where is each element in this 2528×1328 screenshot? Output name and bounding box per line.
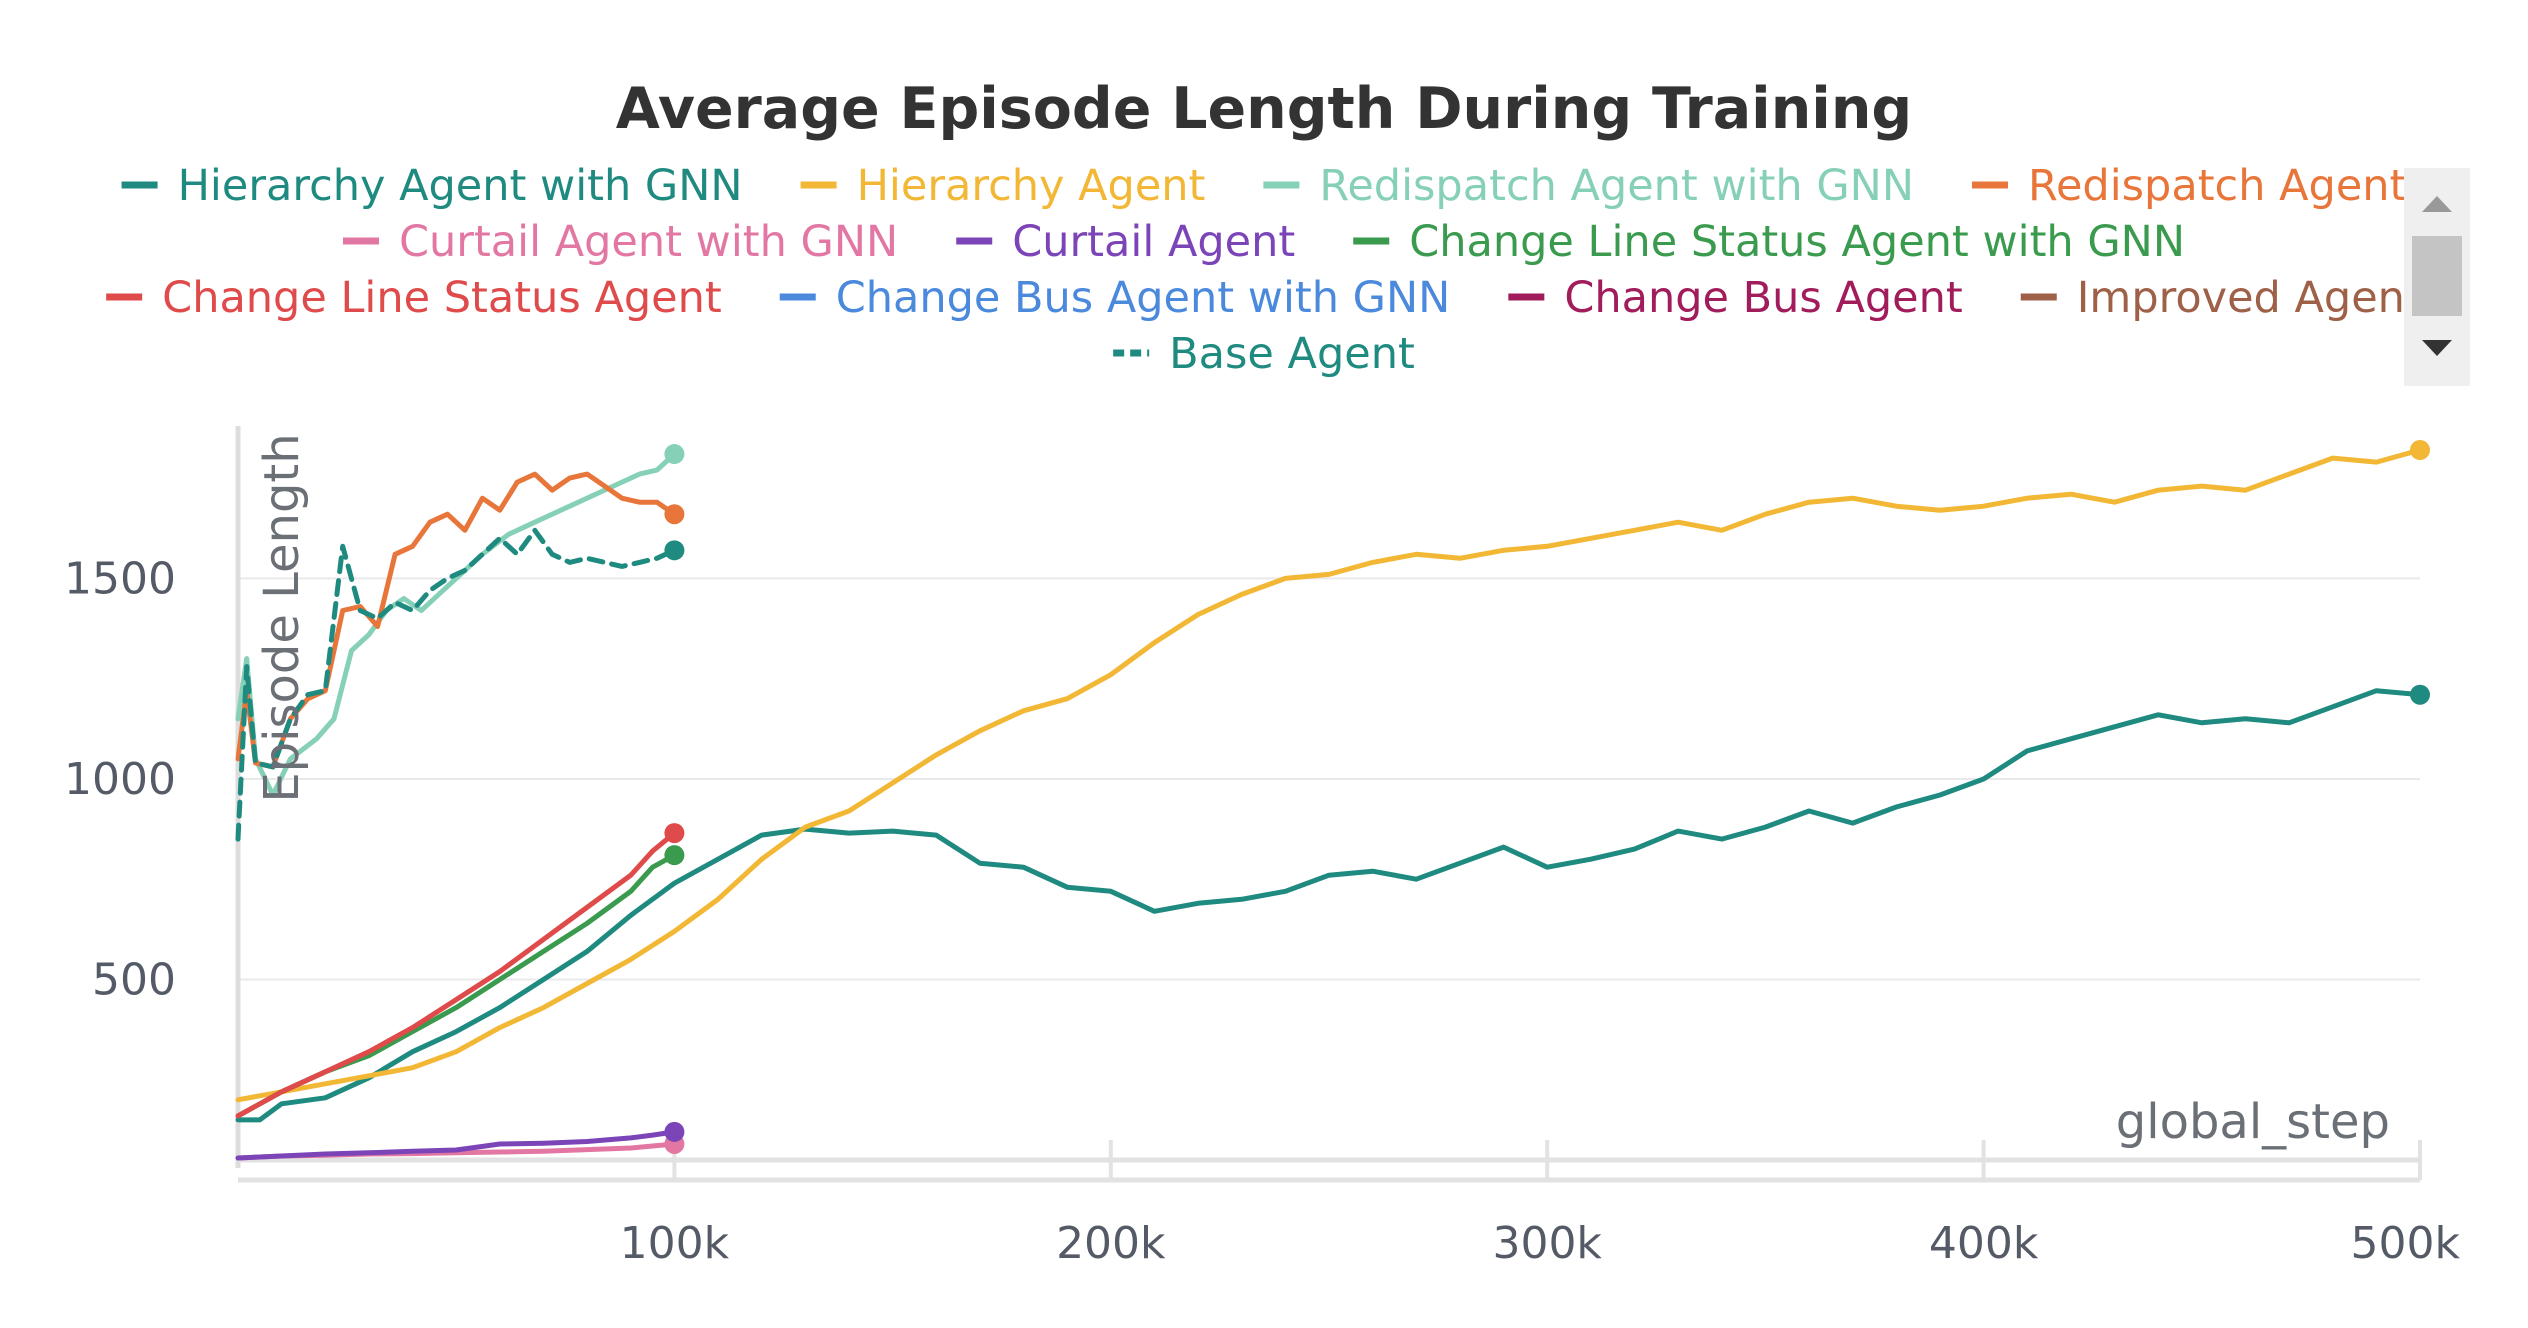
series-end-point-hierarchy-agent <box>2410 440 2430 461</box>
chart-legend: Hierarchy Agent with GNN Hierarchy Agent R… <box>106 161 2422 379</box>
legend-item-improved-agent[interactable]: Improved Agent <box>2020 273 2422 323</box>
series-end-point-change-line-status-agent <box>664 823 685 844</box>
series-curtail-agent <box>235 1121 685 1161</box>
series-line-change-line-status-agent <box>235 830 677 1119</box>
legend-label: Redispatch Agent <box>2028 161 2406 211</box>
legend-label: Curtail Agent <box>1012 217 1295 267</box>
legend-label: Hierarchy Agent with GNN <box>178 161 743 211</box>
series-end-point-curtail-agent <box>664 1121 685 1142</box>
legend-item-hierarchy-agent-with-gnn[interactable]: Hierarchy Agent with GNN <box>121 161 743 211</box>
series-line-hierarchy-agent-with-gnn <box>235 688 2423 1123</box>
legend-item-change-line-status-agent[interactable]: Change Line Status Agent <box>106 273 722 323</box>
legend-item-curtail-agent-with-gnn[interactable]: Curtail Agent with GNN <box>342 217 898 267</box>
x-tick-label: 500k <box>2351 1218 2461 1269</box>
legend-label: Change Bus Agent <box>1564 273 1962 323</box>
legend-label: Change Bus Agent with GNN <box>836 273 1451 323</box>
grid-lines: 500 1000 1500 <box>64 553 2420 1006</box>
legend-item-base-agent[interactable]: Base Agent <box>1113 329 1415 379</box>
legend-item-change-line-status-agent-with-gnn[interactable]: Change Line Status Agent with GNN <box>1353 217 2185 267</box>
series-layer <box>235 440 2430 1161</box>
scroll-down-icon[interactable] <box>2422 340 2452 356</box>
series-hierarchy-agent <box>235 440 2430 1103</box>
legend-item-curtail-agent[interactable]: Curtail Agent <box>956 217 1295 267</box>
legend-label: Change Line Status Agent with GNN <box>1409 217 2185 267</box>
series-line-curtail-agent <box>235 1129 677 1161</box>
legend-label: Base Agent <box>1169 329 1415 379</box>
legend-label: Change Line Status Agent <box>162 273 722 323</box>
legend-label: Curtail Agent with GNN <box>399 217 898 267</box>
x-tick-label: 400k <box>1929 1218 2039 1269</box>
series-hierarchy-agent-with-gnn <box>235 684 2430 1123</box>
series-end-point-base-agent <box>664 540 685 561</box>
scroll-up-icon[interactable] <box>2422 196 2452 212</box>
series-change-line-status-agent <box>235 823 685 1119</box>
y-tick-label: 500 <box>92 955 176 1006</box>
legend-label: Hierarchy Agent <box>857 161 1206 211</box>
chart-title: Average Episode Length During Training <box>616 76 1912 142</box>
legend-label: Improved Agent <box>2077 273 2422 323</box>
series-end-point-redispatch-agent-with-gnn <box>664 444 685 465</box>
x-tick-label: 300k <box>1492 1218 1602 1269</box>
series-redispatch-agent-with-gnn <box>235 444 685 798</box>
series-line-hierarchy-agent <box>235 447 2423 1103</box>
series-line-base-agent <box>235 527 677 842</box>
legend-item-change-bus-agent-with-gnn[interactable]: Change Bus Agent with GNN <box>779 273 1451 323</box>
legend-item-hierarchy-agent[interactable]: Hierarchy Agent <box>800 161 1206 211</box>
series-end-point-hierarchy-agent-with-gnn <box>2410 684 2430 705</box>
y-axis-label: Episode Length <box>254 433 310 802</box>
series-line-redispatch-agent-with-gnn <box>235 451 677 798</box>
legend-item-redispatch-agent[interactable]: Redispatch Agent <box>1972 161 2406 211</box>
legend-label: Redispatch Agent with GNN <box>1319 161 1914 211</box>
series-end-point-redispatch-agent <box>664 504 685 525</box>
series-base-agent <box>235 527 685 842</box>
y-tick-label: 1500 <box>64 553 176 604</box>
series-end-point-change-line-status-agent-with-gnn <box>664 845 685 866</box>
legend-item-change-bus-agent[interactable]: Change Bus Agent <box>1508 273 1963 323</box>
x-tick-label: 100k <box>620 1218 730 1269</box>
legend-scrollbar[interactable] <box>2404 168 2470 386</box>
legend-scroll-thumb[interactable] <box>2412 236 2462 316</box>
x-axis-label: global_step <box>2116 1094 2390 1150</box>
legend-item-redispatch-agent-with-gnn[interactable]: Redispatch Agent with GNN <box>1263 161 1914 211</box>
y-tick-label: 1000 <box>64 754 176 805</box>
x-tick-label: 200k <box>1056 1218 1166 1269</box>
